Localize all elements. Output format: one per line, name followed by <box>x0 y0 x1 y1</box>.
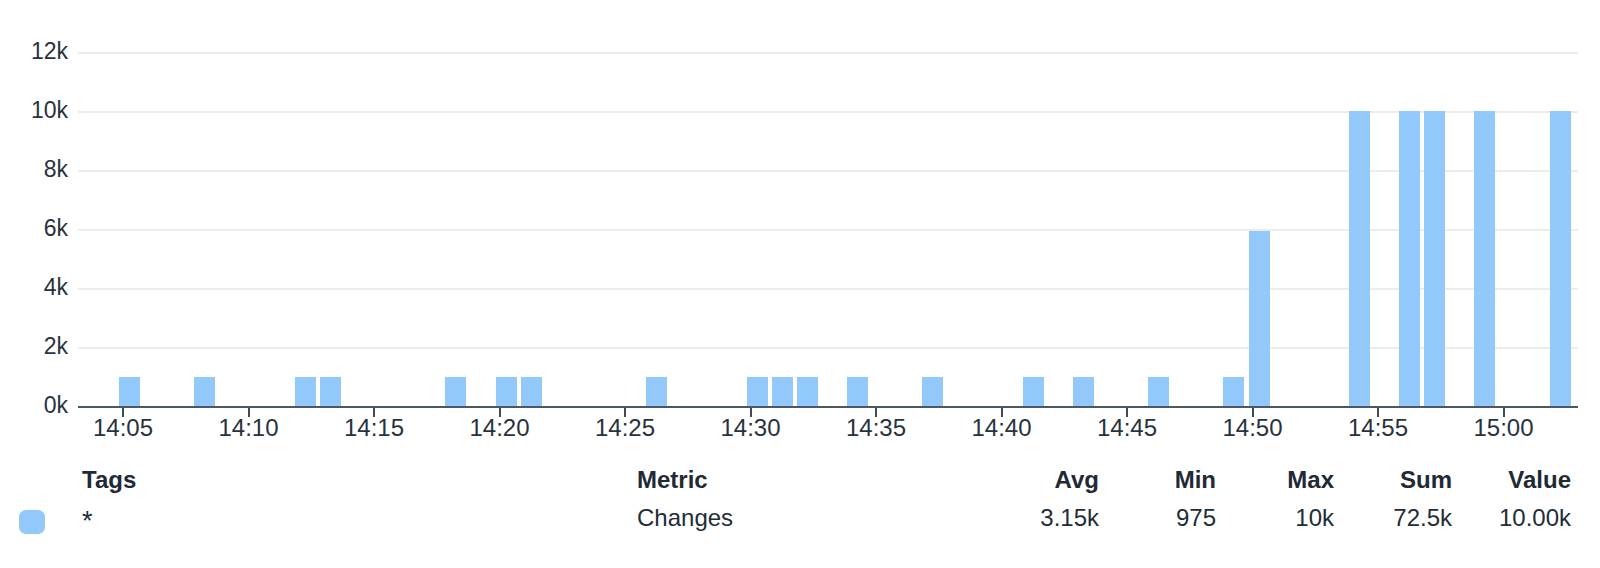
legend-header-value: Value <box>1508 466 1571 494</box>
legend-tag-label[interactable]: * <box>82 506 93 537</box>
legend-max-value: 10k <box>1295 504 1334 532</box>
legend-metric-label: Changes <box>637 504 733 532</box>
legend-header-min: Min <box>1175 466 1216 494</box>
legend-avg-value: 3.15k <box>1040 504 1099 532</box>
legend-header-avg: Avg <box>1055 466 1099 494</box>
legend-sum-value: 72.5k <box>1393 504 1452 532</box>
legend-table: Tags Metric Avg Min Max Sum Value * Chan… <box>0 0 1600 568</box>
series-color-swatch[interactable] <box>19 510 45 534</box>
legend-header-sum: Sum <box>1400 466 1452 494</box>
legend-latest-value: 10.00k <box>1499 504 1571 532</box>
legend-header-max: Max <box>1287 466 1334 494</box>
legend-min-value: 975 <box>1176 504 1216 532</box>
timeseries-bar-chart: 0k2k4k6k8k10k12k14:0514:1014:1514:2014:2… <box>0 0 1600 568</box>
legend-header-tags: Tags <box>82 466 136 494</box>
legend-header-metric: Metric <box>637 466 708 494</box>
